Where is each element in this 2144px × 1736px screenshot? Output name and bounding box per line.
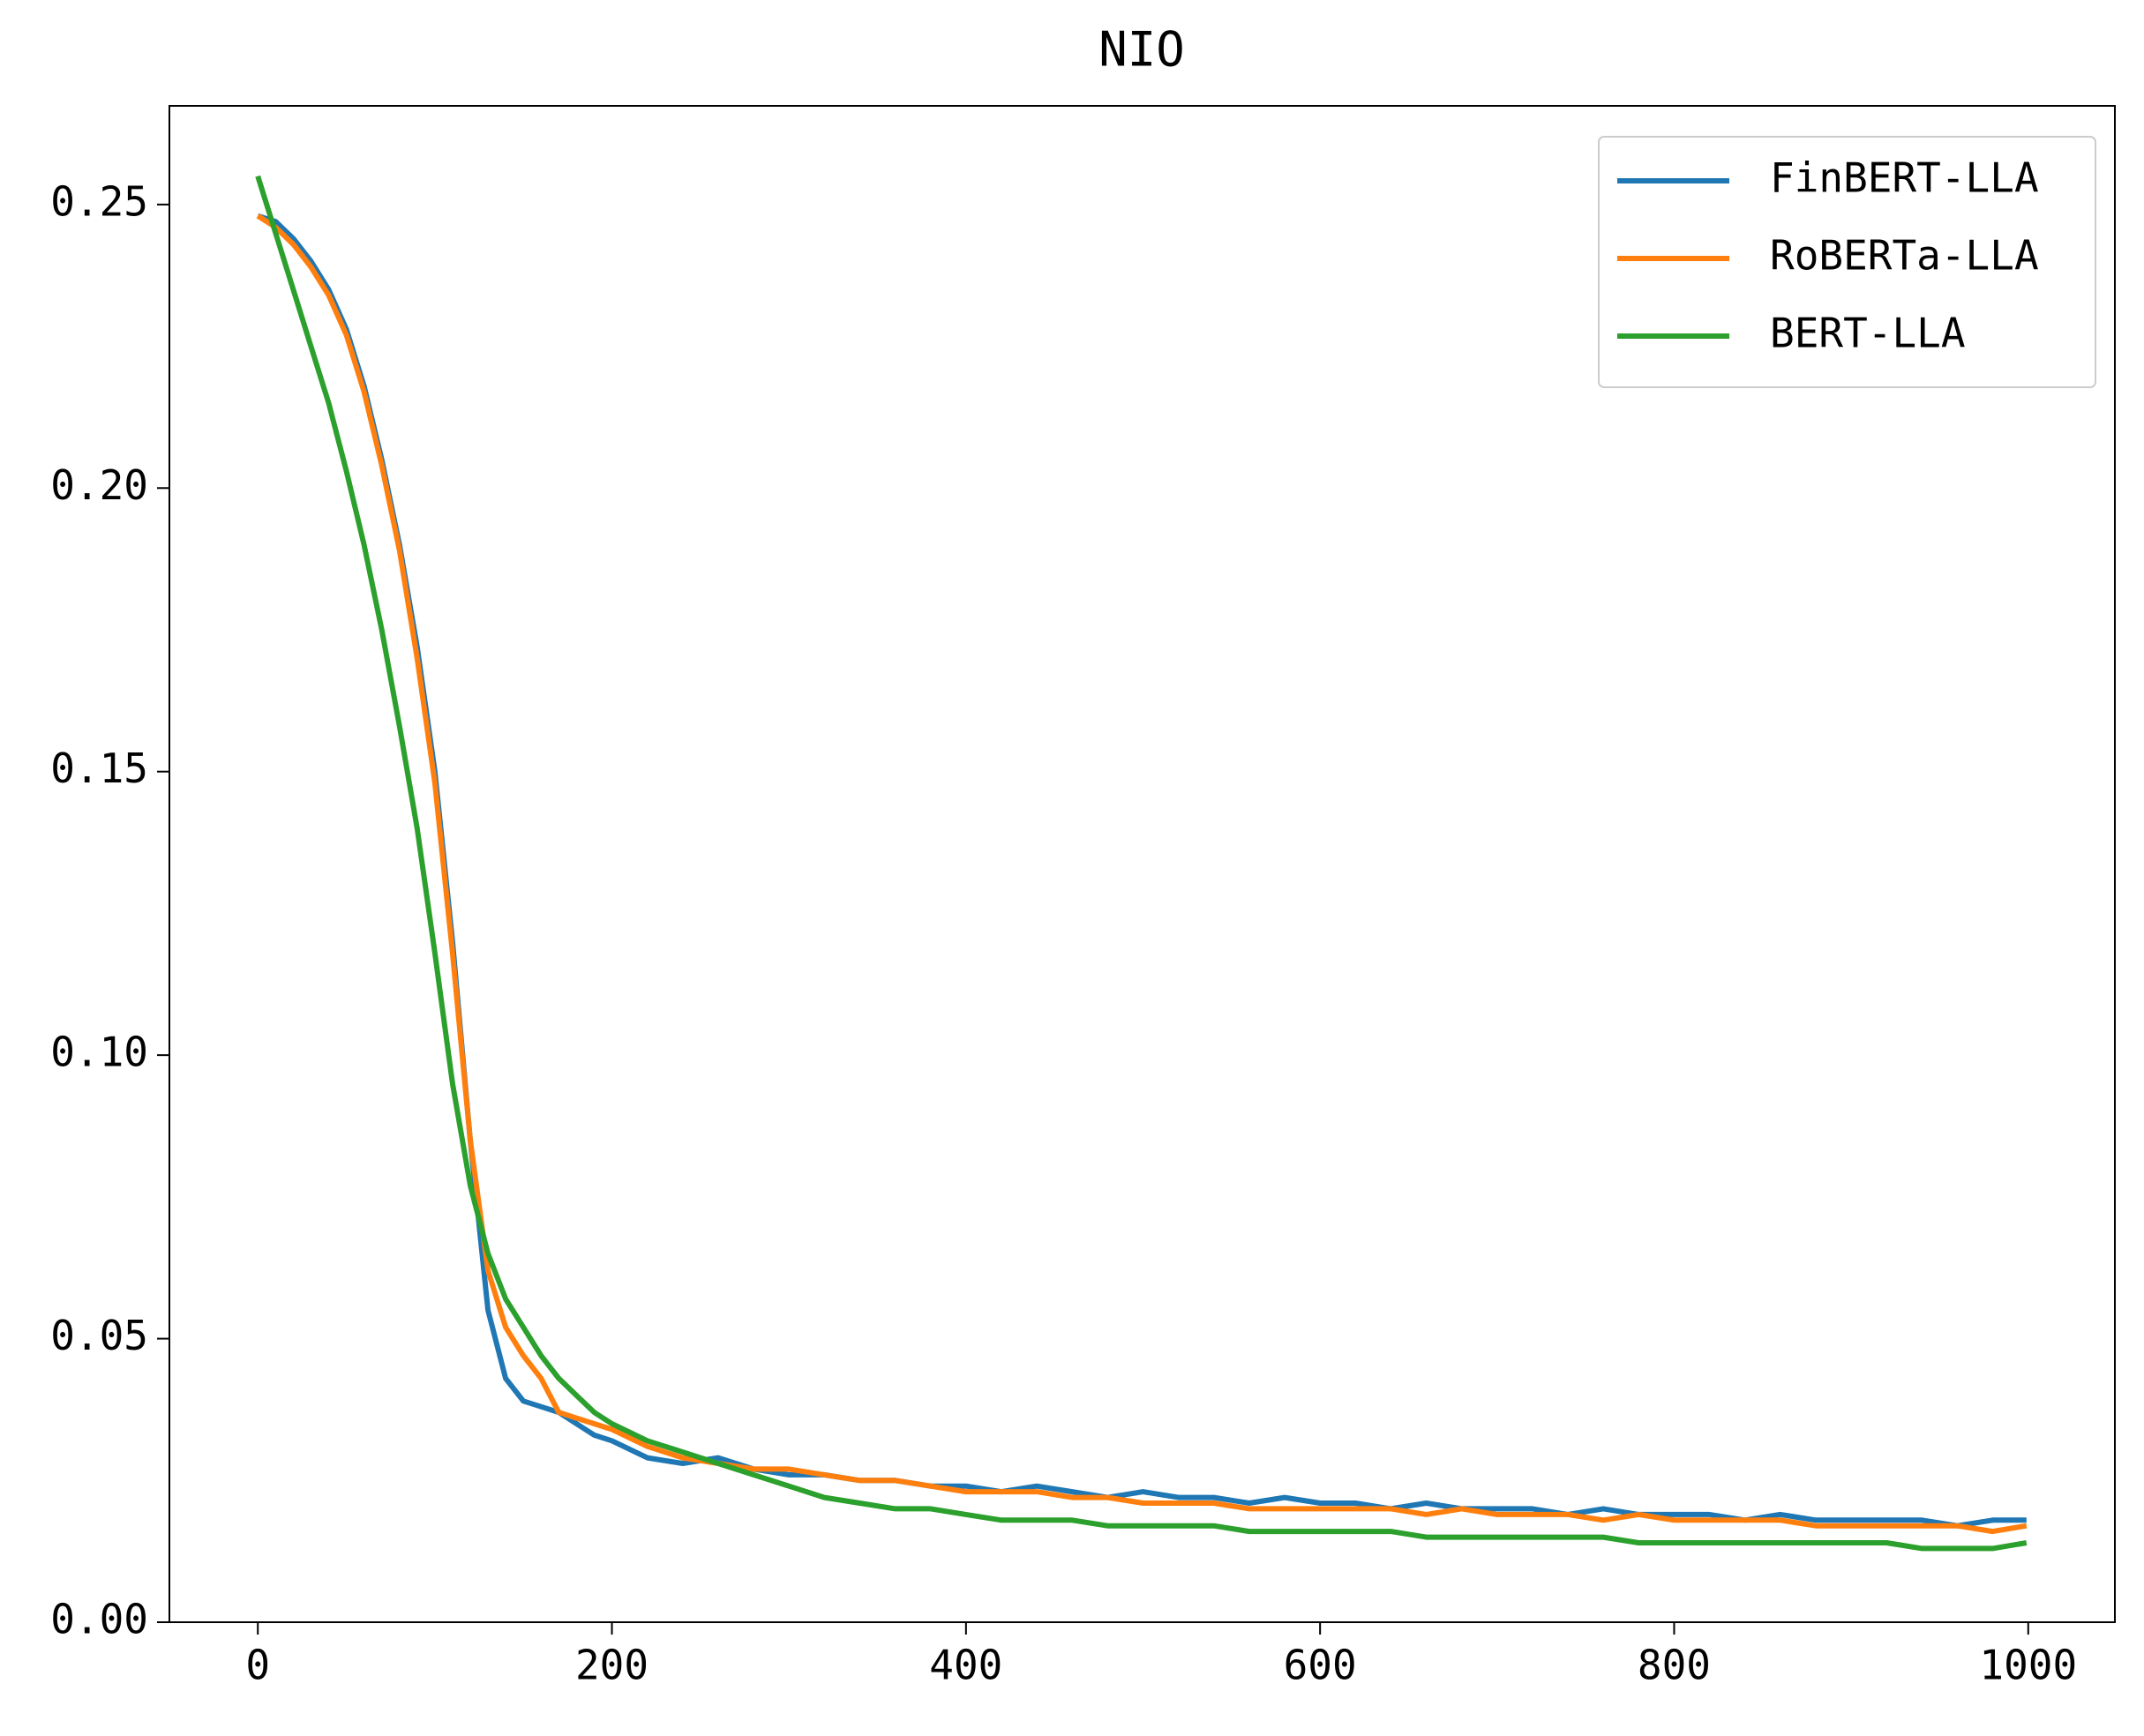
x-tick-label: 0 [245, 1642, 270, 1689]
y-tick-label: 0.20 [50, 461, 148, 509]
x-tick-label: 800 [1638, 1642, 1711, 1689]
plot-frame [169, 105, 2116, 1623]
x-tick-label: 1000 [1979, 1642, 2077, 1689]
legend-label: RoBERTa-LLA [1770, 232, 2039, 280]
y-tick-label: 0.15 [50, 745, 148, 792]
x-tick-label: 400 [929, 1642, 1002, 1689]
legend-label: FinBERT-LLA [1770, 154, 2039, 202]
y-tick-label: 0.10 [50, 1029, 148, 1076]
legend-label: BERT-LLA [1770, 310, 1966, 357]
y-tick-label: 0.00 [50, 1596, 148, 1643]
legend-box [1598, 136, 2096, 388]
x-tick-label: 600 [1284, 1642, 1357, 1689]
chart-title: NIO [1098, 22, 1185, 78]
x-tick-label: 200 [575, 1642, 648, 1689]
y-tick-label: 0.25 [50, 177, 148, 225]
y-tick-label: 0.05 [50, 1312, 148, 1359]
series-line [256, 213, 2028, 1535]
series-line [255, 175, 2028, 1552]
